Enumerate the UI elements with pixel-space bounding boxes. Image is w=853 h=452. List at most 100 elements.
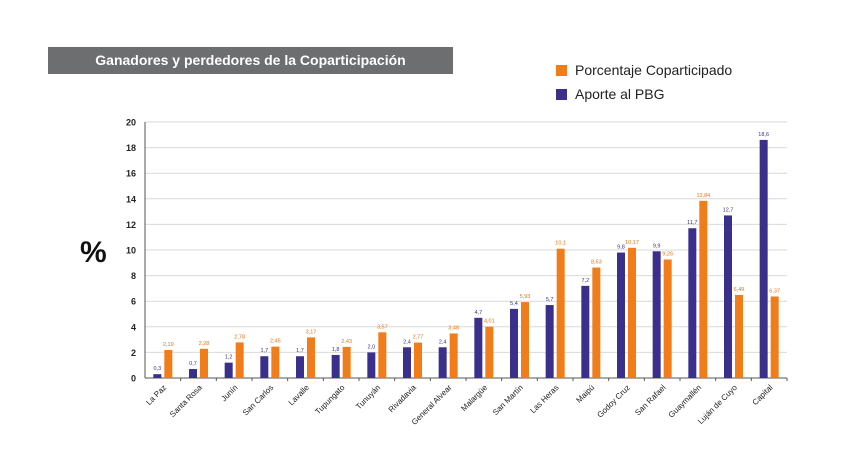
bar-aporte-pbg [510,308,518,378]
data-label-porcentaje-coparticipado: 3,17 [306,329,317,335]
bar-porcentaje-coparticipado [200,348,208,378]
data-label-porcentaje-coparticipado: 13,84 [696,193,710,199]
data-label-porcentaje-coparticipado: 10,17 [625,240,639,246]
bar-porcentaje-coparticipado [521,302,529,378]
bar-aporte-pbg [617,252,625,378]
data-label-aporte-pbg: 1,8 [332,347,340,353]
legend-label-pbg: Aporte al PBG [575,86,665,102]
bar-porcentaje-coparticipado [592,267,601,378]
data-label-aporte-pbg: 0,7 [189,361,197,367]
bar-aporte-pbg [403,347,411,378]
bar-porcentaje-coparticipado [164,349,173,378]
x-category-label: Junín [219,383,239,403]
data-label-porcentaje-coparticipado: 2,78 [234,334,245,340]
x-category-label: La Paz [144,383,168,407]
data-label-aporte-pbg: 1,7 [261,348,269,354]
data-label-aporte-pbg: 5,4 [510,301,518,307]
data-label-porcentaje-coparticipado: 10,1 [555,241,566,247]
bar-porcentaje-coparticipado [485,326,494,378]
bar-porcentaje-coparticipado [378,332,387,378]
data-label-porcentaje-coparticipado: 2,28 [199,341,210,347]
legend: Porcentaje Coparticipado Aporte al PBG [556,58,732,106]
data-label-aporte-pbg: 5,7 [546,297,554,303]
y-tick-label: 0 [131,374,136,384]
x-category-label: Lavalle [287,383,312,408]
bar-aporte-pbg [724,215,732,378]
x-category-label: Santa Rosa [168,383,204,419]
y-tick-label: 4 [131,322,136,332]
bar-porcentaje-coparticipado [307,337,315,378]
bar-porcentaje-coparticipado [628,247,636,378]
data-label-aporte-pbg: 11,7 [687,220,697,226]
data-label-aporte-pbg: 9,8 [617,245,625,251]
x-category-label: San Rafael [633,383,668,418]
data-label-porcentaje-coparticipado: 2,43 [341,339,352,345]
data-label-porcentaje-coparticipado: 4,01 [484,319,495,325]
data-label-aporte-pbg: 9,9 [653,243,661,249]
chart-title: Ganadores y perdedores de la Coparticipa… [48,47,453,74]
bar-aporte-pbg [331,354,340,378]
x-category-label: Tunuyán [354,383,382,411]
data-label-porcentaje-coparticipado: 6,49 [734,287,745,293]
legend-swatch-copart [556,64,567,76]
data-label-aporte-pbg: 2,4 [439,339,447,345]
y-tick-label: 14 [126,194,136,204]
data-label-aporte-pbg: 1,2 [225,355,233,361]
x-category-label: San Martín [491,383,525,417]
y-tick-label: 20 [126,118,136,128]
data-label-aporte-pbg: 18,6 [758,132,769,138]
legend-item-copart: Porcentaje Coparticipado [556,58,732,82]
data-label-porcentaje-coparticipado: 9,26 [662,251,673,257]
legend-label-copart: Porcentaje Coparticipado [575,62,733,78]
data-label-porcentaje-coparticipado: 3,57 [377,324,388,330]
bar-aporte-pbg [581,285,590,378]
y-tick-label: 18 [126,143,136,153]
bar-porcentaje-coparticipado [663,259,672,378]
bar-aporte-pbg [296,356,304,378]
bar-aporte-pbg [189,369,197,378]
x-category-label: Rivadavia [387,383,419,415]
x-category-label: Tupungato [313,383,347,417]
bar-porcentaje-coparticipado [235,342,244,378]
data-label-porcentaje-coparticipado: 8,63 [591,260,602,266]
bar-porcentaje-coparticipado [770,296,779,378]
data-label-aporte-pbg: 2,4 [403,339,411,345]
y-axis-unit-label: % [80,236,107,269]
y-tick-label: 8 [131,271,136,281]
data-label-aporte-pbg: 2,0 [368,344,376,350]
bar-porcentaje-coparticipado [414,342,422,378]
x-category-label: Godoy Cruz [595,383,632,420]
data-label-aporte-pbg: 12,7 [723,207,734,213]
x-category-label: San Carlos [241,383,275,417]
y-tick-label: 10 [126,246,136,256]
bar-aporte-pbg [545,305,554,378]
data-label-porcentaje-coparticipado: 6,37 [769,288,780,294]
bar-aporte-pbg [260,356,269,378]
legend-item-pbg: Aporte al PBG [556,82,732,106]
bar-aporte-pbg [367,352,376,378]
x-category-label: Capital [751,383,775,407]
bar-porcentaje-coparticipado [271,346,280,378]
y-tick-label: 12 [126,220,136,230]
data-label-aporte-pbg: 4,7 [475,310,483,316]
bar-aporte-pbg [438,347,447,378]
y-tick-label: 16 [126,169,136,179]
data-label-porcentaje-coparticipado: 3,48 [448,325,459,331]
data-label-porcentaje-coparticipado: 2,19 [163,342,174,348]
data-label-porcentaje-coparticipado: 2,45 [270,339,281,345]
data-label-aporte-pbg: 0,3 [154,366,162,372]
data-label-aporte-pbg: 7,2 [582,278,590,284]
y-tick-label: 6 [131,297,136,307]
bar-porcentaje-coparticipado [342,346,351,378]
legend-swatch-pbg [556,88,567,100]
bar-aporte-pbg [153,374,162,378]
bar-porcentaje-coparticipado [556,248,565,378]
bar-aporte-pbg [224,362,233,378]
data-label-porcentaje-coparticipado: 5,93 [520,294,531,300]
bar-porcentaje-coparticipado [449,333,458,378]
x-category-label: Las Heras [528,383,560,415]
bar-porcentaje-coparticipado [735,294,743,378]
x-category-label: Guaymallén [667,383,704,420]
bar-porcentaje-coparticipado [699,200,708,378]
